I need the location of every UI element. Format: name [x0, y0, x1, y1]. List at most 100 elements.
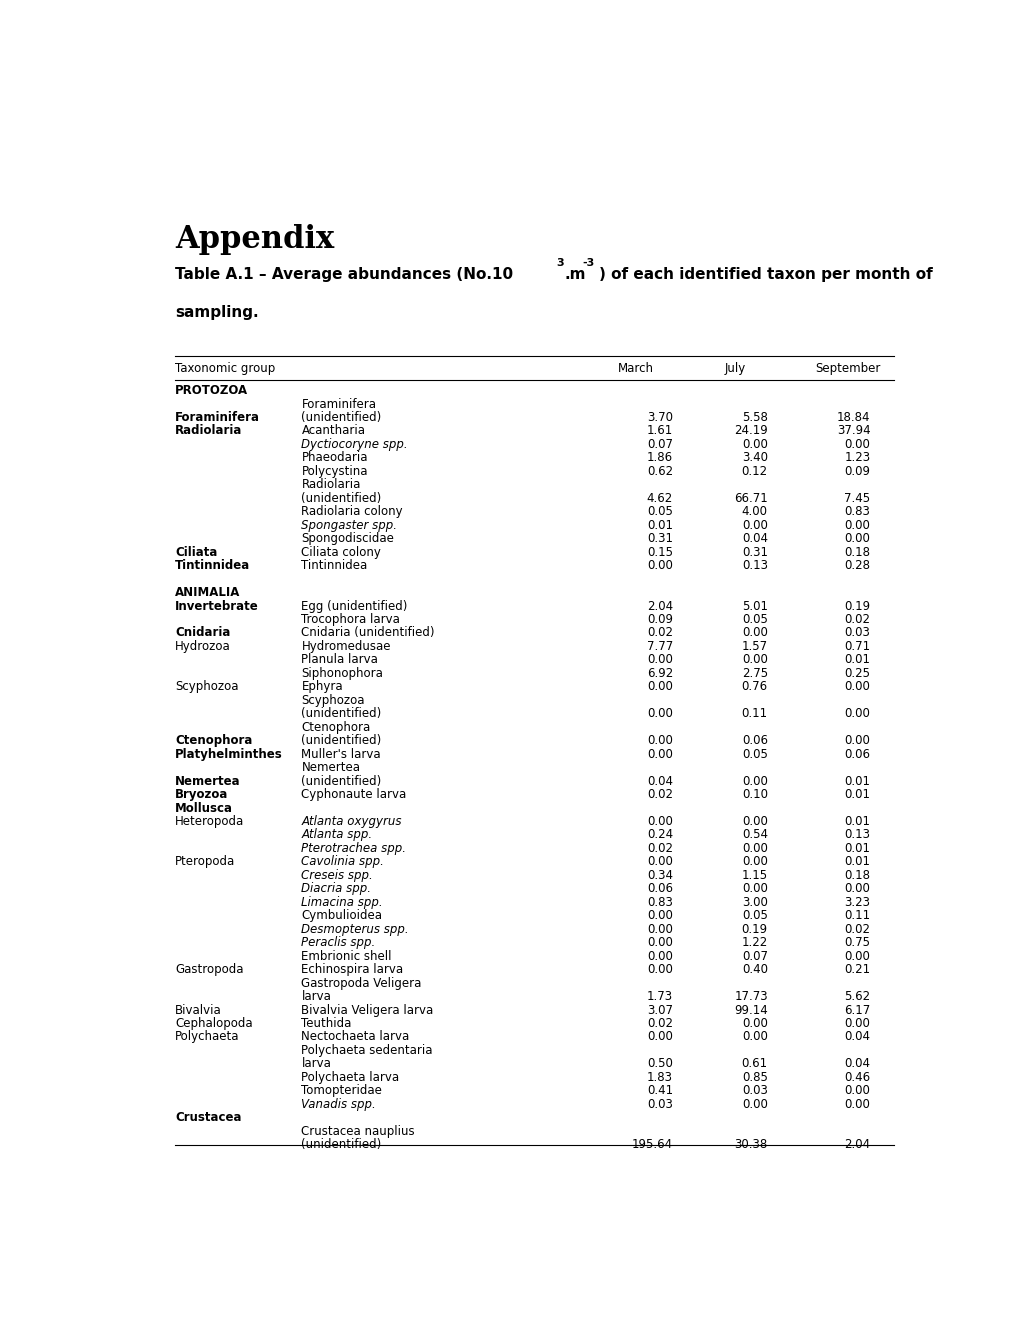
Text: (unidentified): (unidentified): [302, 708, 381, 721]
Text: Radiolaria colony: Radiolaria colony: [302, 506, 403, 519]
Text: 0.00: 0.00: [646, 936, 673, 949]
Text: 0.05: 0.05: [741, 747, 767, 760]
Text: 0.00: 0.00: [741, 842, 767, 855]
Text: Heteropoda: Heteropoda: [175, 814, 244, 828]
Text: Cnidaria (unidentified): Cnidaria (unidentified): [302, 627, 434, 639]
Text: 0.41: 0.41: [646, 1084, 673, 1097]
Text: 3.07: 3.07: [646, 1003, 673, 1016]
Text: Hydrozoa: Hydrozoa: [175, 640, 230, 653]
Text: 0.01: 0.01: [844, 653, 870, 667]
Text: Ciliata: Ciliata: [175, 545, 217, 558]
Text: 0.04: 0.04: [844, 1057, 870, 1071]
Text: 0.00: 0.00: [844, 1098, 870, 1111]
Text: 0.19: 0.19: [741, 923, 767, 936]
Text: Vanadis spp.: Vanadis spp.: [302, 1098, 376, 1111]
Text: 0.00: 0.00: [741, 775, 767, 788]
Text: 0.13: 0.13: [844, 829, 870, 841]
Text: Foraminifera: Foraminifera: [175, 411, 260, 424]
Text: 0.02: 0.02: [646, 627, 673, 639]
Text: 24.19: 24.19: [734, 425, 767, 437]
Text: 0.25: 0.25: [844, 667, 870, 680]
Text: 3.70: 3.70: [646, 411, 673, 424]
Text: Planula larva: Planula larva: [302, 653, 378, 667]
Text: Trocophora larva: Trocophora larva: [302, 612, 399, 626]
Text: (unidentified): (unidentified): [302, 734, 381, 747]
Text: 0.02: 0.02: [844, 612, 870, 626]
Text: 4.00: 4.00: [741, 506, 767, 519]
Text: Echinospira larva: Echinospira larva: [302, 964, 404, 975]
Text: 0.00: 0.00: [646, 964, 673, 975]
Text: 0.00: 0.00: [741, 882, 767, 895]
Text: 3.23: 3.23: [844, 896, 870, 908]
Text: 1.57: 1.57: [741, 640, 767, 653]
Text: 0.00: 0.00: [844, 949, 870, 962]
Text: Cavolinia spp.: Cavolinia spp.: [302, 855, 384, 869]
Text: 0.00: 0.00: [844, 1016, 870, 1030]
Text: 0.06: 0.06: [646, 882, 673, 895]
Text: 0.05: 0.05: [741, 612, 767, 626]
Text: 0.00: 0.00: [741, 438, 767, 451]
Text: 0.00: 0.00: [844, 1084, 870, 1097]
Text: 17.73: 17.73: [734, 990, 767, 1003]
Text: Ctenophora: Ctenophora: [302, 721, 370, 734]
Text: Radiolaria: Radiolaria: [175, 425, 243, 437]
Text: 0.00: 0.00: [844, 734, 870, 747]
Text: 0.01: 0.01: [844, 855, 870, 869]
Text: 3: 3: [555, 257, 564, 268]
Text: PROTOZOA: PROTOZOA: [175, 384, 248, 397]
Text: 0.09: 0.09: [646, 612, 673, 626]
Text: 0.00: 0.00: [646, 814, 673, 828]
Text: (unidentified): (unidentified): [302, 775, 381, 788]
Text: 0.00: 0.00: [646, 734, 673, 747]
Text: 0.40: 0.40: [741, 964, 767, 975]
Text: 0.11: 0.11: [844, 909, 870, 923]
Text: 0.05: 0.05: [646, 506, 673, 519]
Text: Teuthida: Teuthida: [302, 1016, 352, 1030]
Text: 1.86: 1.86: [646, 451, 673, 465]
Text: 0.06: 0.06: [844, 747, 870, 760]
Text: Cephalopoda: Cephalopoda: [175, 1016, 253, 1030]
Text: 0.01: 0.01: [844, 842, 870, 855]
Text: Creseis spp.: Creseis spp.: [302, 869, 373, 882]
Text: 5.58: 5.58: [741, 411, 767, 424]
Text: Scyphozoa: Scyphozoa: [175, 680, 238, 693]
Text: 0.18: 0.18: [844, 869, 870, 882]
Text: 0.01: 0.01: [646, 519, 673, 532]
Text: Gastropoda: Gastropoda: [175, 964, 244, 975]
Text: 0.85: 0.85: [741, 1071, 767, 1084]
Text: 66.71: 66.71: [734, 492, 767, 504]
Text: Scyphozoa: Scyphozoa: [302, 694, 365, 706]
Text: -3: -3: [582, 257, 594, 268]
Text: 0.00: 0.00: [844, 519, 870, 532]
Text: 0.03: 0.03: [844, 627, 870, 639]
Text: 0.02: 0.02: [844, 923, 870, 936]
Text: 99.14: 99.14: [734, 1003, 767, 1016]
Text: Egg (unidentified): Egg (unidentified): [302, 599, 408, 612]
Text: 0.02: 0.02: [646, 1016, 673, 1030]
Text: 1.23: 1.23: [844, 451, 870, 465]
Text: 1.22: 1.22: [741, 936, 767, 949]
Text: Pteropoda: Pteropoda: [175, 855, 235, 869]
Text: Cnidaria: Cnidaria: [175, 627, 230, 639]
Text: Ephyra: Ephyra: [302, 680, 342, 693]
Text: 0.00: 0.00: [646, 708, 673, 721]
Text: July: July: [723, 362, 745, 375]
Text: Taxonomic group: Taxonomic group: [175, 362, 275, 375]
Text: 0.07: 0.07: [646, 438, 673, 451]
Text: Bivalvia: Bivalvia: [175, 1003, 221, 1016]
Text: 0.83: 0.83: [646, 896, 673, 908]
Text: ANIMALIA: ANIMALIA: [175, 586, 240, 599]
Text: 0.76: 0.76: [741, 680, 767, 693]
Text: Atlanta oxygyrus: Atlanta oxygyrus: [302, 814, 401, 828]
Text: 0.75: 0.75: [844, 936, 870, 949]
Text: Limacina spp.: Limacina spp.: [302, 896, 383, 908]
Text: 30.38: 30.38: [734, 1138, 767, 1151]
Text: 0.00: 0.00: [646, 680, 673, 693]
Text: 0.00: 0.00: [741, 653, 767, 667]
Text: 0.54: 0.54: [741, 829, 767, 841]
Text: 0.00: 0.00: [646, 855, 673, 869]
Text: 0.00: 0.00: [741, 1031, 767, 1044]
Text: 7.77: 7.77: [646, 640, 673, 653]
Text: 6.92: 6.92: [646, 667, 673, 680]
Text: (unidentified): (unidentified): [302, 1138, 381, 1151]
